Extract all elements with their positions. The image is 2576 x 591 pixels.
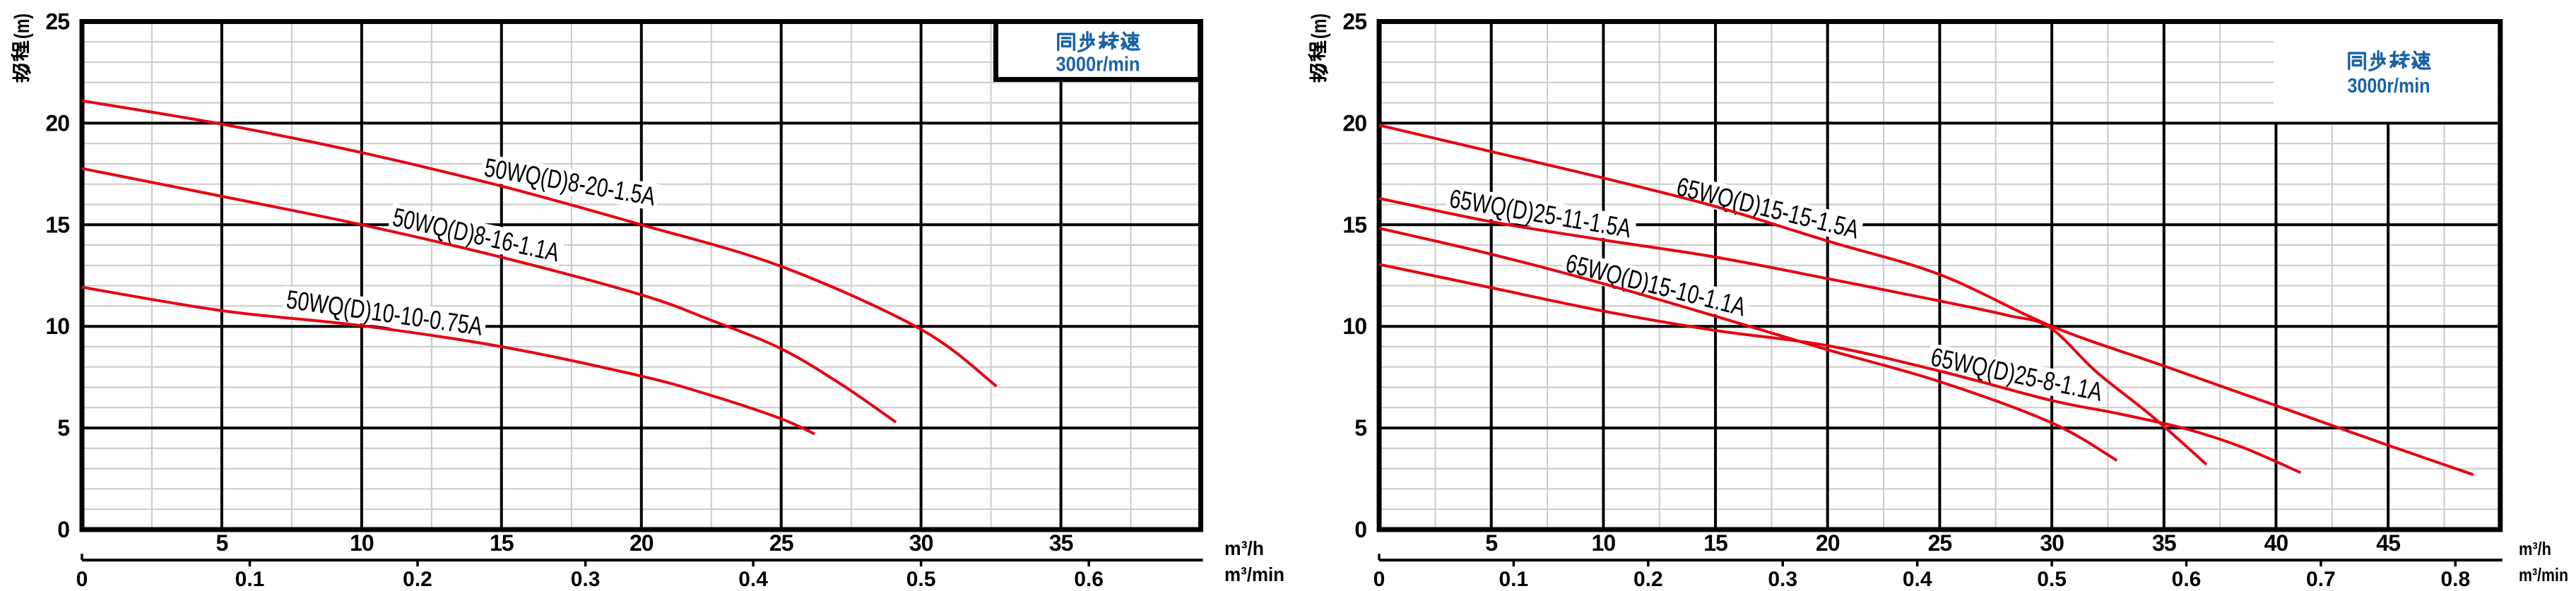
svg-text:10: 10 bbox=[350, 530, 374, 556]
svg-text:0.4: 0.4 bbox=[1903, 568, 1932, 591]
svg-text:25: 25 bbox=[1342, 9, 1366, 35]
svg-text:5: 5 bbox=[1354, 415, 1366, 441]
svg-text:0.6: 0.6 bbox=[2172, 568, 2202, 591]
svg-text:0.3: 0.3 bbox=[1768, 568, 1797, 591]
svg-text:20: 20 bbox=[1816, 530, 1840, 556]
svg-text:(m): (m) bbox=[1308, 13, 1331, 39]
svg-text:25: 25 bbox=[45, 9, 69, 35]
svg-text:0: 0 bbox=[57, 517, 69, 542]
svg-text:5: 5 bbox=[216, 530, 228, 556]
svg-text:0.1: 0.1 bbox=[235, 568, 265, 591]
svg-text:0.3: 0.3 bbox=[571, 568, 601, 591]
svg-text:15: 15 bbox=[1703, 530, 1727, 556]
svg-text:0: 0 bbox=[1354, 517, 1366, 542]
svg-text:0.4: 0.4 bbox=[738, 568, 768, 591]
svg-text:0.2: 0.2 bbox=[1633, 568, 1663, 591]
svg-text:0.7: 0.7 bbox=[2306, 568, 2336, 591]
svg-text:m³/h: m³/h bbox=[1224, 537, 1264, 559]
svg-text:m³/h: m³/h bbox=[2519, 538, 2551, 559]
svg-text:25: 25 bbox=[769, 530, 793, 556]
svg-text:0.5: 0.5 bbox=[2037, 568, 2067, 591]
svg-text:5: 5 bbox=[1485, 530, 1497, 556]
svg-text:0.1: 0.1 bbox=[1499, 568, 1529, 591]
svg-text:20: 20 bbox=[630, 530, 654, 556]
svg-text:35: 35 bbox=[1049, 530, 1073, 556]
svg-text:25: 25 bbox=[1928, 530, 1952, 556]
svg-text:15: 15 bbox=[490, 530, 514, 556]
svg-text:0: 0 bbox=[1373, 568, 1386, 591]
svg-text:m³/min: m³/min bbox=[2519, 564, 2568, 585]
svg-text:45: 45 bbox=[2376, 530, 2400, 556]
svg-text:10: 10 bbox=[1342, 314, 1366, 339]
svg-text:m³/min: m³/min bbox=[1224, 563, 1284, 585]
svg-text:15: 15 bbox=[1342, 212, 1366, 237]
svg-text:20: 20 bbox=[45, 110, 69, 136]
svg-text:0.5: 0.5 bbox=[906, 568, 936, 591]
svg-text:0.6: 0.6 bbox=[1074, 568, 1104, 591]
svg-text:0.2: 0.2 bbox=[403, 568, 432, 591]
svg-text:(m): (m) bbox=[11, 13, 34, 39]
svg-text:3000r/min: 3000r/min bbox=[2348, 75, 2430, 97]
svg-text:15: 15 bbox=[45, 212, 69, 237]
svg-text:30: 30 bbox=[2040, 530, 2064, 556]
svg-text:0.8: 0.8 bbox=[2440, 568, 2470, 591]
svg-text:0: 0 bbox=[76, 568, 88, 591]
svg-text:3000r/min: 3000r/min bbox=[1056, 54, 1140, 76]
svg-text:40: 40 bbox=[2264, 530, 2288, 556]
svg-text:30: 30 bbox=[909, 530, 933, 556]
svg-text:10: 10 bbox=[1592, 530, 1616, 556]
svg-text:35: 35 bbox=[2152, 530, 2176, 556]
svg-text:10: 10 bbox=[45, 314, 69, 339]
svg-text:20: 20 bbox=[1342, 110, 1366, 136]
svg-text:5: 5 bbox=[57, 415, 69, 441]
